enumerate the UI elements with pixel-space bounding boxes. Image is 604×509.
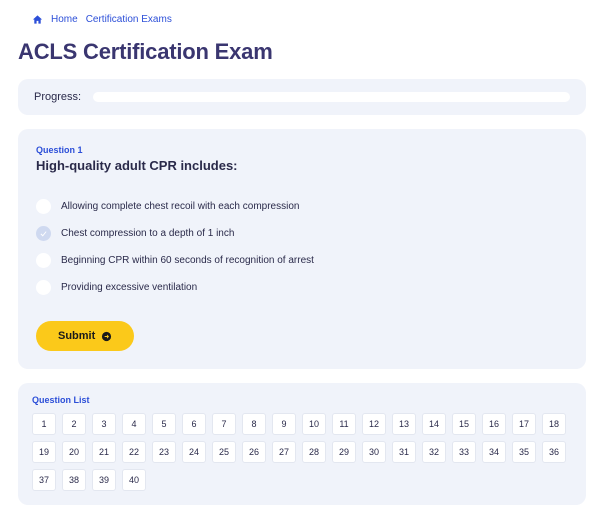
question-list-item[interactable]: 30: [362, 441, 386, 463]
page-title: ACLS Certification Exam: [18, 39, 586, 65]
question-text: High-quality adult CPR includes:: [36, 158, 568, 173]
question-list-item[interactable]: 14: [422, 413, 446, 435]
question-list-item[interactable]: 21: [92, 441, 116, 463]
radio-icon: [36, 253, 51, 268]
question-list-item[interactable]: 39: [92, 469, 116, 491]
question-list-item[interactable]: 28: [302, 441, 326, 463]
answer-option[interactable]: Allowing complete chest recoil with each…: [36, 193, 568, 220]
progress-label: Progress:: [34, 91, 81, 103]
question-list-item[interactable]: 3: [92, 413, 116, 435]
question-list-item[interactable]: 33: [452, 441, 476, 463]
question-list-item[interactable]: 34: [482, 441, 506, 463]
question-list-item[interactable]: 5: [152, 413, 176, 435]
question-list-item[interactable]: 29: [332, 441, 356, 463]
question-list-item[interactable]: 13: [392, 413, 416, 435]
question-list-item[interactable]: 6: [182, 413, 206, 435]
question-list-item[interactable]: 25: [212, 441, 236, 463]
question-list-item[interactable]: 27: [272, 441, 296, 463]
question-list-item[interactable]: 10: [302, 413, 326, 435]
answer-option[interactable]: Providing excessive ventilation: [36, 274, 568, 301]
question-list-item[interactable]: 18: [542, 413, 566, 435]
answer-option[interactable]: Beginning CPR within 60 seconds of recog…: [36, 247, 568, 274]
question-list-item[interactable]: 12: [362, 413, 386, 435]
question-list-item[interactable]: 11: [332, 413, 356, 435]
question-list-card: Question List 12345678910111213141516171…: [18, 383, 586, 505]
progress-bar: [93, 92, 570, 102]
question-list-item[interactable]: 22: [122, 441, 146, 463]
home-icon[interactable]: [32, 14, 43, 25]
question-list-item[interactable]: 7: [212, 413, 236, 435]
radio-icon: [36, 280, 51, 295]
question-list-item[interactable]: 40: [122, 469, 146, 491]
question-list-item[interactable]: 1: [32, 413, 56, 435]
question-list-item[interactable]: 26: [242, 441, 266, 463]
question-list-item[interactable]: 32: [422, 441, 446, 463]
question-list-item[interactable]: 31: [392, 441, 416, 463]
question-list-item[interactable]: 4: [122, 413, 146, 435]
question-list-item[interactable]: 20: [62, 441, 86, 463]
question-card: Question 1 High-quality adult CPR includ…: [18, 129, 586, 369]
question-list-item[interactable]: 15: [452, 413, 476, 435]
question-list-grid: 1234567891011121314151617181920212223242…: [32, 413, 572, 491]
question-list-title: Question List: [32, 395, 572, 405]
breadcrumb: Home Certification Exams: [18, 14, 586, 25]
question-list-item[interactable]: 16: [482, 413, 506, 435]
submit-label: Submit: [58, 330, 95, 342]
radio-icon: [36, 226, 51, 241]
question-list-item[interactable]: 8: [242, 413, 266, 435]
progress-card: Progress:: [18, 79, 586, 115]
question-list-item[interactable]: 37: [32, 469, 56, 491]
answer-text: Beginning CPR within 60 seconds of recog…: [61, 255, 314, 266]
answer-text: Chest compression to a depth of 1 inch: [61, 228, 234, 239]
answer-text: Providing excessive ventilation: [61, 282, 197, 293]
question-list-item[interactable]: 24: [182, 441, 206, 463]
question-number: Question 1: [36, 145, 568, 155]
answer-option[interactable]: Chest compression to a depth of 1 inch: [36, 220, 568, 247]
question-list-item[interactable]: 19: [32, 441, 56, 463]
breadcrumb-exams[interactable]: Certification Exams: [86, 14, 172, 25]
submit-button[interactable]: Submit: [36, 321, 134, 351]
answer-text: Allowing complete chest recoil with each…: [61, 201, 299, 212]
question-list-item[interactable]: 36: [542, 441, 566, 463]
breadcrumb-home[interactable]: Home: [51, 14, 78, 25]
question-list-item[interactable]: 17: [512, 413, 536, 435]
arrow-circle-right-icon: [101, 331, 112, 342]
answer-list: Allowing complete chest recoil with each…: [36, 193, 568, 301]
question-list-item[interactable]: 38: [62, 469, 86, 491]
question-list-item[interactable]: 23: [152, 441, 176, 463]
question-list-item[interactable]: 9: [272, 413, 296, 435]
question-list-item[interactable]: 35: [512, 441, 536, 463]
question-list-item[interactable]: 2: [62, 413, 86, 435]
radio-icon: [36, 199, 51, 214]
